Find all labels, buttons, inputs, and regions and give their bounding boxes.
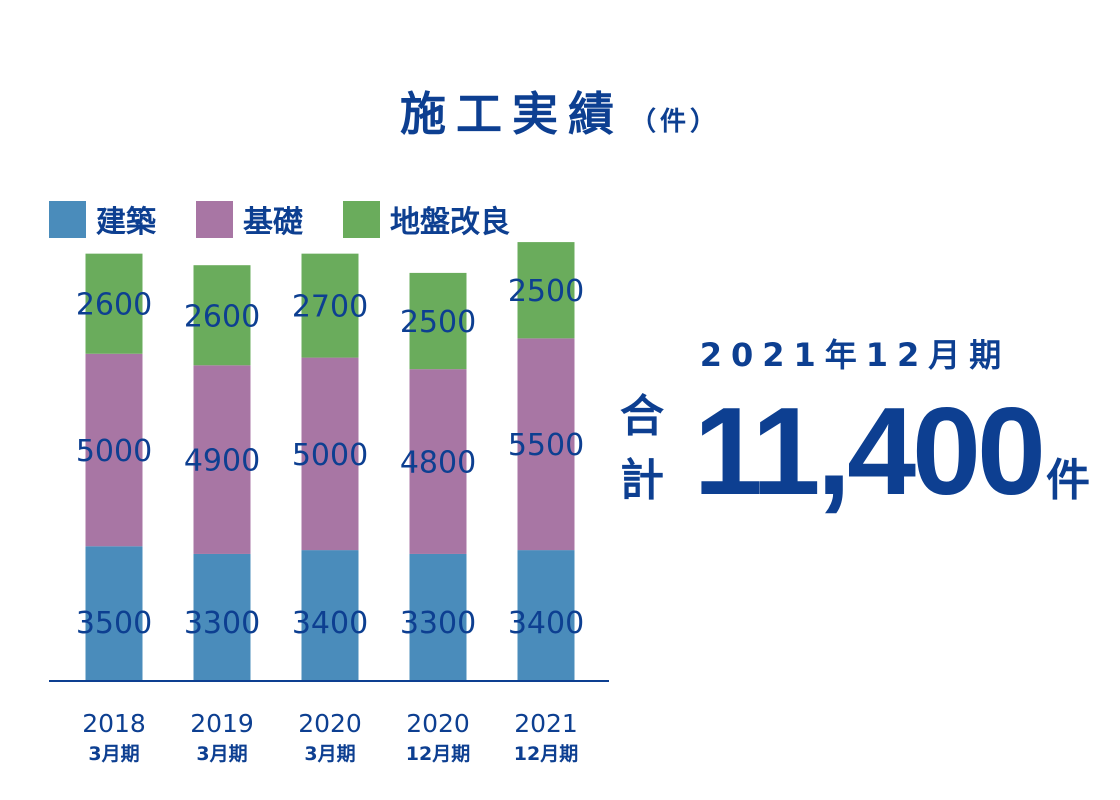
x-tick-period-1: 3月期	[88, 743, 139, 765]
legend-swatch-kiso	[196, 200, 233, 238]
total-suffix: 件	[1046, 455, 1090, 506]
legend-label-kenchiku: 建築	[96, 205, 156, 240]
x-tick-period-3: 3月期	[304, 743, 355, 765]
x-tick-labels-group: 2018 3月期 2019 3月期 2020 3月期 2020 12月期 2021 12月期	[82, 709, 578, 765]
data-label-2019-1: 3300	[184, 606, 260, 641]
legend-item-jiban: 地盤改良	[343, 197, 510, 241]
data-label-2018-1: 3500	[76, 606, 152, 641]
stacked-bar-chart: 3500 5000 2600 3300 4900 2600 3400 5000 2700 3300…	[49, 242, 609, 765]
bar-segment-2020-2	[409, 369, 467, 554]
x-tick-year-4: 2020	[406, 709, 470, 738]
data-label-2020-2: 5000	[292, 438, 368, 473]
data-label-2020-3: 2700	[292, 290, 368, 325]
bar-segment-2020-3	[409, 272, 467, 370]
x-tick-year-3: 2020	[298, 709, 362, 738]
data-label-2021-1: 3400	[508, 606, 584, 641]
bar-segment-2018-1	[85, 546, 143, 681]
legend-item-kenchiku: 建築	[49, 197, 156, 241]
total-row: 合計 11,400 件	[620, 380, 1090, 514]
x-tick-period-4: 12月期	[406, 743, 470, 765]
data-label-2020-1: 3300	[400, 606, 476, 641]
x-tick-year-2: 2019	[190, 709, 254, 738]
bar-segment-2021-2	[517, 338, 575, 551]
bars-group	[85, 242, 575, 681]
bar-segment-2020-2	[301, 357, 359, 551]
bar-segment-2020-1	[301, 550, 359, 681]
bar-segment-2019-2	[193, 365, 251, 554]
bar-segment-2019-1	[193, 553, 251, 681]
bar-segment-2019-3	[193, 265, 251, 366]
bar-segment-2021-1	[517, 550, 575, 681]
x-tick-period-5: 12月期	[514, 743, 578, 765]
data-label-2021-3: 2500	[508, 274, 584, 309]
chart-title-unit: （件）	[629, 107, 720, 137]
data-label-2019-3: 2600	[184, 299, 260, 334]
total-value: 11,400	[693, 383, 1046, 521]
legend-item-kiso: 基礎	[196, 197, 303, 241]
chart-title-main: 施工実績	[399, 87, 624, 141]
chart-title: 施工実績 （件）	[0, 78, 1120, 144]
legend: 建築 基礎 地盤改良	[49, 197, 550, 241]
legend-swatch-kenchiku	[49, 200, 86, 238]
legend-label-kiso: 基礎	[243, 205, 303, 240]
data-label-2018-2: 5000	[76, 434, 152, 469]
data-label-2021-2: 5500	[508, 428, 584, 463]
total-summary: 2021年12月期 合計 11,400 件	[620, 330, 1090, 514]
bar-segment-2020-1	[409, 553, 467, 681]
x-tick-year-5: 2021	[514, 709, 578, 738]
data-label-2020-3: 2500	[400, 305, 476, 340]
legend-swatch-jiban	[343, 200, 380, 238]
legend-label-jiban: 地盤改良	[390, 205, 510, 240]
bar-segment-2020-3	[301, 253, 359, 358]
x-tick-period-2: 3月期	[196, 743, 247, 765]
data-label-2020-1: 3400	[292, 606, 368, 641]
data-labels-group: 3500 5000 2600 3300 4900 2600 3400 5000 2700 3300…	[76, 274, 584, 641]
bar-segment-2021-3	[517, 242, 575, 339]
total-prefix: 合計	[620, 391, 666, 506]
x-tick-year-1: 2018	[82, 709, 146, 738]
summary-period: 2021年12月期	[699, 336, 1011, 374]
bar-segment-2018-3	[85, 253, 143, 354]
bar-segment-2018-2	[85, 353, 143, 547]
data-label-2020-2: 4800	[400, 446, 476, 481]
data-label-2019-2: 4900	[184, 444, 260, 479]
data-label-2018-3: 2600	[76, 288, 152, 323]
